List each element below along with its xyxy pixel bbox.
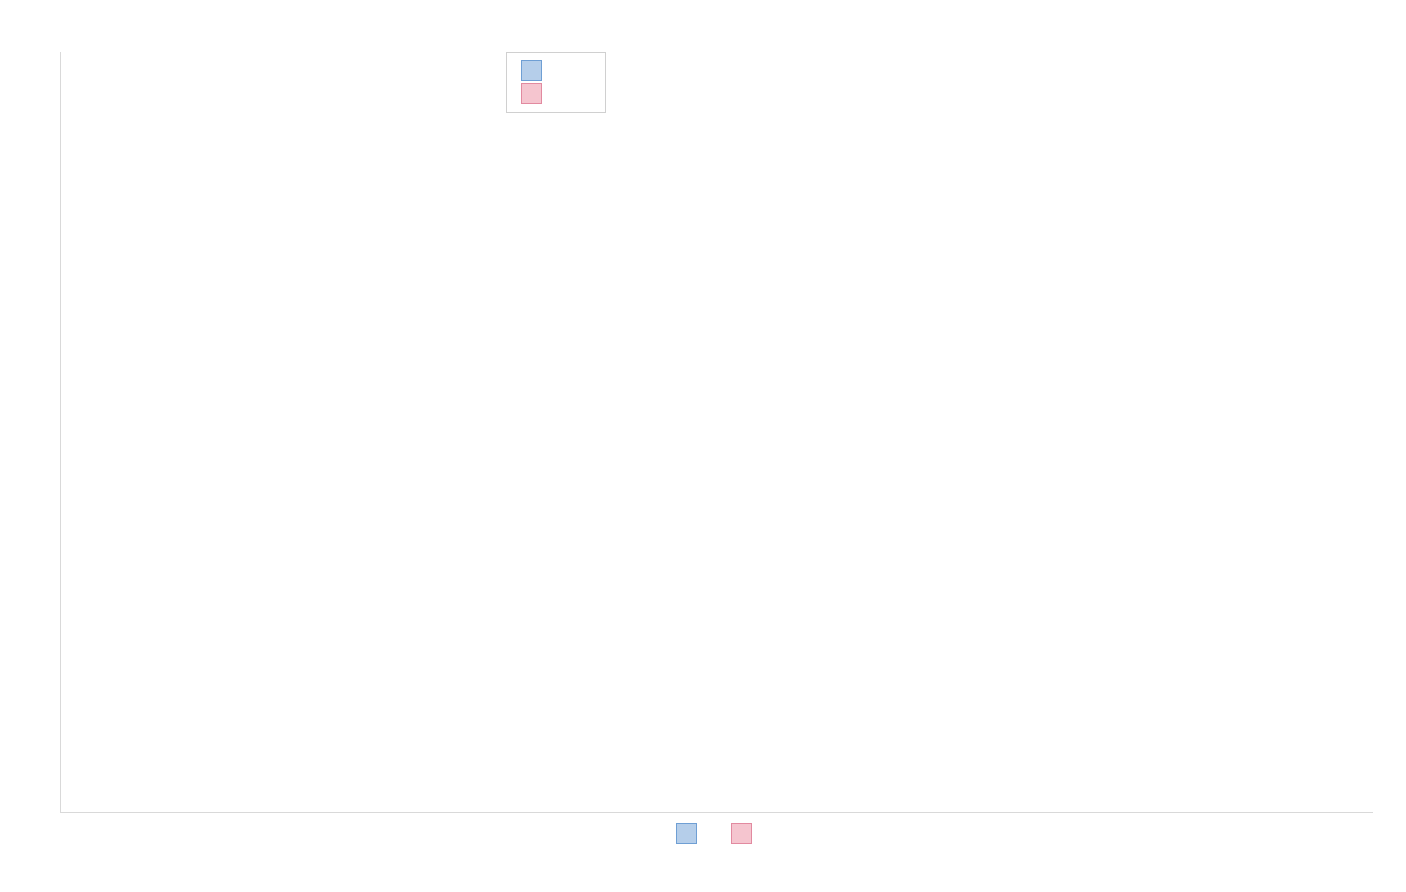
scatter-chart: [60, 52, 1373, 813]
legend-item-turkey: [731, 823, 758, 844]
swatch-pink-icon: [731, 823, 752, 844]
swatch-blue-icon: [521, 60, 542, 81]
legend-item-pakistanis: [676, 823, 703, 844]
series-legend: [676, 823, 758, 844]
correlation-legend: [506, 52, 606, 113]
legend-row-pakistanis: [521, 59, 591, 82]
swatch-blue-icon: [676, 823, 697, 844]
legend-row-turkey: [521, 82, 591, 105]
swatch-pink-icon: [521, 83, 542, 104]
